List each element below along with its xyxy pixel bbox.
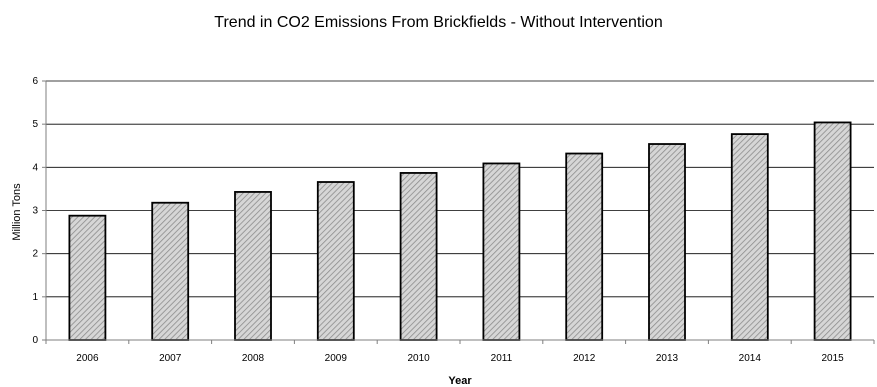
tick-labels: 0 1 2 3 4 5 6 2006 2007 2008 2009 2010 2011 2012 2013 2… <box>32 76 844 364</box>
bar-2006 <box>68 214 107 341</box>
bar-2010 <box>399 172 438 341</box>
chart-title: Trend in CO2 Emissions From Brickfields … <box>214 14 663 31</box>
bar-2009 <box>316 181 355 341</box>
x-tick-label: 2010 <box>407 353 430 364</box>
y-tick-label: 4 <box>32 162 38 173</box>
y-tick-label: 3 <box>32 206 38 217</box>
x-axis-title: Year <box>448 375 472 387</box>
bars <box>68 121 852 341</box>
x-tick-label: 2007 <box>159 353 182 364</box>
bar-2011 <box>482 162 521 341</box>
y-axis-title: Million Tons <box>11 183 23 241</box>
bar-2012 <box>565 152 604 341</box>
bar-2014 <box>730 133 769 341</box>
axes <box>42 80 875 344</box>
y-tick-label: 0 <box>32 335 38 346</box>
y-tick-label: 1 <box>32 292 38 303</box>
x-tick-label: 2006 <box>76 353 99 364</box>
bar-2007 <box>151 201 190 341</box>
x-tick-label: 2008 <box>242 353 265 364</box>
x-tick-label: 2013 <box>656 353 679 364</box>
x-tick-label: 2015 <box>821 353 844 364</box>
bar-2015 <box>813 121 852 341</box>
bar-2013 <box>648 143 686 341</box>
x-tick-label: 2011 <box>491 353 513 364</box>
x-tick-label: 2014 <box>739 353 762 364</box>
x-tick-label: 2012 <box>573 353 596 364</box>
bar-2008 <box>234 191 272 341</box>
y-tick-label: 6 <box>32 76 38 87</box>
x-tick-label: 2009 <box>325 353 348 364</box>
y-tick-label: 2 <box>32 249 38 260</box>
y-tick-label: 5 <box>32 119 38 130</box>
